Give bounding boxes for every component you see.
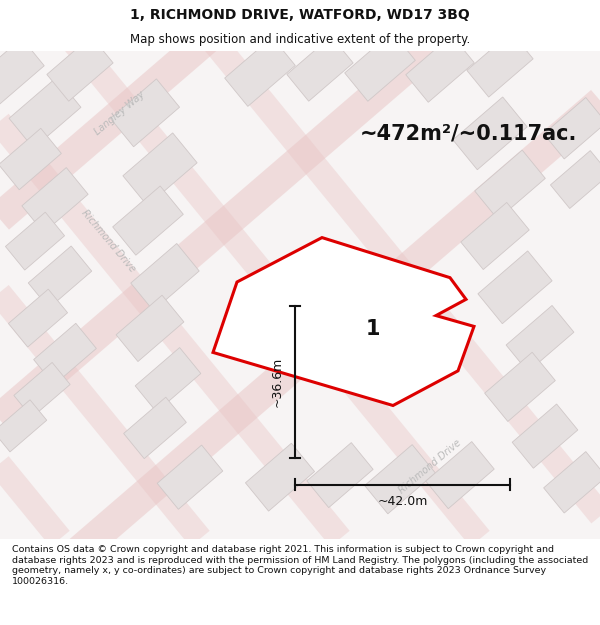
Polygon shape [426,442,494,509]
Polygon shape [506,306,574,372]
Text: ~36.6m: ~36.6m [271,356,284,407]
Polygon shape [478,251,552,324]
Polygon shape [157,445,223,509]
Text: Richmond Drive: Richmond Drive [79,208,137,274]
Polygon shape [245,443,314,511]
Polygon shape [8,289,68,347]
Polygon shape [22,168,88,232]
Polygon shape [224,37,295,106]
Text: ~472m²/~0.117ac.: ~472m²/~0.117ac. [360,123,577,143]
Polygon shape [307,442,373,508]
Polygon shape [475,150,545,219]
Polygon shape [461,202,529,269]
Polygon shape [14,362,70,418]
Polygon shape [544,452,600,513]
Polygon shape [123,133,197,206]
Polygon shape [0,38,44,106]
Text: Map shows position and indicative extent of the property.: Map shows position and indicative extent… [130,34,470,46]
Polygon shape [287,36,353,101]
Polygon shape [110,79,179,147]
Polygon shape [0,128,61,190]
Text: ~42.0m: ~42.0m [377,494,428,508]
Text: Langley Way: Langley Way [93,89,147,137]
Polygon shape [5,212,65,270]
Text: 1: 1 [366,319,380,339]
Polygon shape [124,397,187,459]
Polygon shape [0,400,47,452]
Polygon shape [344,32,415,101]
Polygon shape [213,238,474,406]
Polygon shape [116,295,184,361]
Polygon shape [485,352,556,421]
Text: Contains OS data © Crown copyright and database right 2021. This information is : Contains OS data © Crown copyright and d… [12,546,588,586]
Polygon shape [406,35,474,103]
Polygon shape [47,36,113,101]
Polygon shape [34,323,97,385]
Polygon shape [9,78,81,148]
Polygon shape [467,32,533,97]
Polygon shape [512,404,578,468]
Text: Richmond Drive: Richmond Drive [397,438,463,496]
Polygon shape [28,246,92,308]
Polygon shape [365,444,436,514]
Polygon shape [550,151,600,209]
Polygon shape [131,244,199,311]
Polygon shape [453,97,527,170]
Polygon shape [135,348,201,412]
Polygon shape [113,186,184,255]
Polygon shape [544,98,600,159]
Text: 1, RICHMOND DRIVE, WATFORD, WD17 3BQ: 1, RICHMOND DRIVE, WATFORD, WD17 3BQ [130,8,470,22]
